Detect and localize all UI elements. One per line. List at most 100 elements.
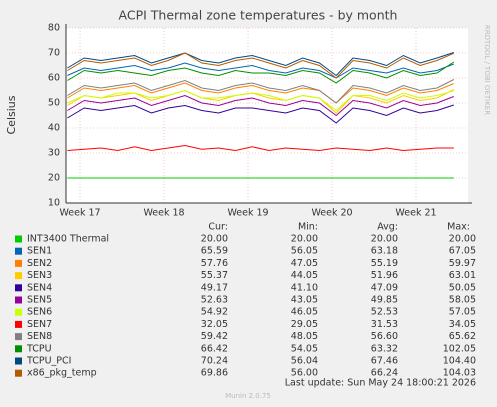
series-line	[67, 52, 454, 79]
legend-value: 51.96	[371, 270, 398, 281]
legend-value: 59.42	[201, 331, 228, 342]
legend-value: 49.17	[201, 282, 228, 293]
y-tick-label: 80	[48, 23, 60, 34]
last-update: Last update: Sun May 24 18:00:21 2026	[285, 378, 476, 389]
series-line	[67, 52, 454, 77]
legend-value: 29.05	[291, 319, 318, 330]
legend-name: SEN7	[27, 319, 52, 330]
legend-value: 63.01	[449, 270, 476, 281]
legend-value: 65.59	[201, 246, 228, 257]
legend-value: 44.05	[291, 270, 318, 281]
legend-name: SEN4	[27, 282, 52, 293]
legend-swatch	[15, 357, 22, 365]
legend-swatch	[15, 345, 22, 353]
legend-value: 54.92	[201, 307, 228, 318]
legend-value: 49.85	[371, 295, 398, 306]
legend-name: SEN6	[27, 307, 52, 318]
series-line	[67, 144, 454, 152]
legend-value: 63.32	[371, 343, 398, 354]
legend-value: 56.60	[371, 331, 398, 342]
legend-swatch	[15, 272, 22, 280]
legend-value: 58.05	[449, 295, 476, 306]
x-tick-label: Week 17	[59, 208, 100, 219]
legend-swatch	[15, 296, 22, 304]
legend-value: 20.00	[291, 234, 318, 245]
legend-header: Max:	[447, 222, 470, 233]
legend-value: 50.05	[449, 282, 476, 293]
legend-value: 48.05	[291, 331, 318, 342]
legend-value: 65.62	[449, 331, 476, 342]
legend-value: 57.76	[201, 258, 228, 269]
legend-value: 43.05	[291, 295, 318, 306]
y-tick-label: 10	[48, 198, 60, 209]
legend-swatch	[15, 308, 22, 316]
y-axis-label: Celsius	[5, 95, 18, 134]
y-tick-label: 50	[48, 98, 60, 109]
legend-swatch	[15, 259, 22, 267]
y-tick-label: 30	[48, 148, 60, 159]
series-line	[67, 89, 454, 112]
legend-name: SEN2	[27, 258, 52, 269]
legend-value: 31.53	[371, 319, 398, 330]
legend-swatch	[15, 284, 22, 292]
legend-name: SEN1	[27, 246, 52, 257]
y-tick-label: 40	[48, 123, 60, 134]
legend-value: 32.05	[201, 319, 228, 330]
legend-value: 70.24	[201, 356, 228, 367]
legend-value: 56.04	[291, 356, 318, 367]
series-line	[67, 61, 455, 84]
legend-value: 20.00	[371, 234, 398, 245]
legend-value: 34.05	[449, 319, 476, 330]
legend-header: Avg:	[377, 222, 398, 233]
legend-swatch	[15, 320, 22, 328]
legend-value: 66.24	[371, 368, 398, 379]
legend-header: Min:	[298, 222, 318, 233]
footer: Munin 2.0.75	[225, 392, 271, 400]
legend-swatch	[15, 333, 22, 341]
legend-value: 67.05	[449, 246, 476, 257]
side-note: RRDTOOL / TOBI OETIKER	[483, 25, 491, 115]
legend-value: 69.86	[201, 368, 228, 379]
chart-title: ACPI Thermal zone temperatures - by mont…	[119, 8, 398, 23]
legend-value: 46.05	[291, 307, 318, 318]
legend-value: 54.05	[291, 343, 318, 354]
series-line	[67, 79, 455, 104]
legend-value: 67.46	[371, 356, 398, 367]
legend-name: SEN3	[27, 270, 52, 281]
legend-name: x86_pkg_temp	[27, 368, 97, 379]
legend-value: 47.05	[291, 258, 318, 269]
series-line	[67, 94, 454, 117]
legend-value: 52.53	[371, 307, 398, 318]
legend-value: 20.00	[449, 234, 476, 245]
legend-name: SEN5	[27, 295, 52, 306]
legend-value: 55.19	[371, 258, 398, 269]
legend-value: 52.63	[201, 295, 228, 306]
legend-value: 104.40	[443, 356, 476, 367]
legend-value: 41.10	[291, 282, 318, 293]
legend-value: 20.00	[201, 234, 228, 245]
y-tick-label: 70	[48, 48, 60, 59]
legend-value: 56.05	[291, 246, 318, 257]
series-line	[67, 62, 454, 79]
series-line	[67, 82, 454, 104]
x-tick-label: Week 18	[143, 208, 184, 219]
legend-name: TCPU	[26, 343, 52, 354]
y-tick-label: 20	[48, 173, 60, 184]
legend-value: 55.37	[201, 270, 228, 281]
legend-name: TCPU_PCI	[26, 356, 71, 367]
legend-header: Cur:	[208, 222, 228, 233]
legend-swatch	[15, 235, 22, 243]
legend-name: INT3400 Thermal	[27, 234, 109, 245]
plot-area	[66, 28, 468, 203]
x-tick-label: Week 19	[227, 208, 268, 219]
legend-swatch	[15, 247, 22, 255]
legend-value: 57.05	[449, 307, 476, 318]
legend-value: 63.18	[371, 246, 398, 257]
legend-value: 102.05	[443, 343, 476, 354]
legend-value: 47.09	[371, 282, 398, 293]
legend-swatch	[15, 369, 22, 377]
legend-value: 66.42	[201, 343, 228, 354]
x-tick-label: Week 21	[395, 208, 436, 219]
legend-value: 104.03	[443, 368, 476, 379]
